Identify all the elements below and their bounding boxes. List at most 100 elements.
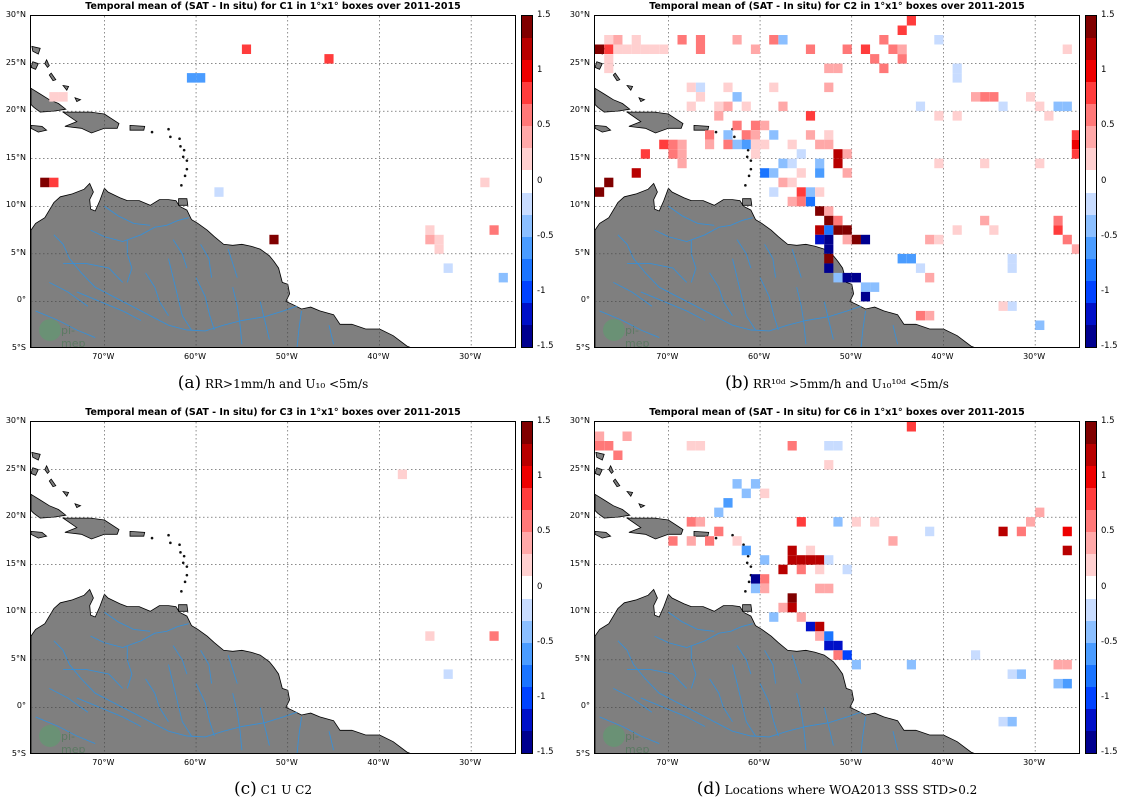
heatmap-cell: [641, 149, 650, 159]
panel-d: Temporal mean of (SAT - In situ) for C6 …: [564, 406, 1127, 812]
lon-tick-label: 30°W: [450, 758, 490, 767]
land-polygon: [63, 86, 69, 91]
logo-text: pi-mep: [61, 730, 95, 754]
heatmap-cell: [604, 64, 613, 74]
heatmap-cell: [824, 216, 833, 226]
colorbar-swatch: [522, 170, 532, 192]
heatmap-cell: [824, 555, 833, 565]
heatmap-cell: [925, 235, 934, 245]
colorbar-tick-label: 0: [1101, 176, 1106, 186]
panel-c: Temporal mean of (SAT - In situ) for C3 …: [0, 406, 563, 812]
colorbar-swatch: [522, 193, 532, 215]
heatmap-cell: [769, 187, 778, 197]
colorbar-swatch: [1086, 259, 1096, 281]
heatmap-cell: [833, 149, 842, 159]
land-polygon: [595, 62, 602, 70]
colorbar-swatch: [522, 510, 532, 532]
island-dot: [733, 136, 736, 139]
heatmap-cell: [824, 263, 833, 273]
colorbar-swatch: [522, 325, 532, 347]
island-dot: [748, 581, 751, 584]
heatmap-cell: [980, 159, 989, 169]
map-svg: [31, 16, 516, 348]
heatmap-cell: [788, 441, 797, 451]
heatmap-cell: [760, 168, 769, 178]
logo-globe-icon: [603, 725, 625, 747]
lon-tick-label: 50°W: [831, 758, 871, 767]
heatmap-cell: [824, 254, 833, 264]
heatmap-cell: [843, 45, 852, 55]
heatmap-cell: [1054, 679, 1063, 689]
island-dot: [183, 149, 186, 152]
colorbar-tick-label: 0.5: [537, 120, 551, 130]
lon-tick-label: 70°W: [83, 758, 123, 767]
heatmap-cell: [907, 254, 916, 264]
colorbar-swatch: [522, 731, 532, 753]
colorbar-tick-label: 1: [537, 65, 542, 75]
colorbar-swatch: [1086, 60, 1096, 82]
land-polygon: [179, 605, 188, 612]
heatmap-cell: [324, 54, 333, 64]
pimep-logo: pi-mep: [39, 319, 95, 341]
colorbar-tick-label: 1: [537, 471, 542, 481]
colorbar-swatch: [522, 532, 532, 554]
lat-tick-label: 5°N: [2, 654, 26, 663]
island-dot: [180, 590, 183, 593]
colorbar-swatch: [1086, 466, 1096, 488]
heatmap-cell: [613, 451, 622, 461]
land-polygon: [63, 112, 119, 133]
heatmap-cell: [797, 197, 806, 207]
panel-caption: (d) Locations where WOA2013 SSS STD>0.2: [594, 779, 1080, 799]
lon-tick-label: 30°W: [1014, 352, 1054, 361]
heatmap-cell: [778, 102, 787, 112]
heatmap-cell: [196, 73, 205, 83]
heatmap-cell: [778, 603, 787, 613]
heatmap-cell: [687, 536, 696, 546]
heatmap-cell: [843, 273, 852, 283]
colorbar-swatch: [1086, 82, 1096, 104]
island-dot: [715, 131, 718, 134]
heatmap-cell: [788, 603, 797, 613]
heatmap-cell: [425, 631, 434, 641]
colorbar: [521, 15, 533, 348]
caption-letter: (d): [697, 779, 721, 799]
heatmap-cell: [733, 92, 742, 102]
island-dot: [750, 168, 753, 171]
island-dot: [186, 565, 189, 568]
heatmap-cell: [214, 187, 223, 197]
lon-tick-label: 30°W: [1014, 758, 1054, 767]
colorbar-swatch: [522, 16, 532, 38]
heatmap-cell: [595, 45, 604, 55]
lon-tick-label: 50°W: [267, 758, 307, 767]
heatmap-cell: [1026, 517, 1035, 527]
lat-tick-label: 25°N: [566, 58, 590, 67]
land-polygon: [639, 98, 645, 102]
land-polygon: [613, 73, 620, 81]
heatmap-cell: [797, 612, 806, 622]
heatmap-cell: [815, 555, 824, 565]
lat-tick-label: 5°S: [2, 749, 26, 758]
island-dot: [746, 156, 749, 159]
land-polygon: [130, 531, 145, 536]
island-dot: [179, 551, 182, 554]
lat-tick-label: 15°N: [2, 153, 26, 162]
chart-title: Temporal mean of (SAT - In situ) for C2 …: [594, 1, 1080, 12]
heatmap-cell: [879, 35, 888, 45]
heatmap-cell: [824, 244, 833, 254]
heatmap-cell: [696, 45, 705, 55]
colorbar-tick-label: -1.5: [537, 341, 554, 351]
heatmap-cell: [999, 301, 1008, 311]
lon-tick-label: 40°W: [922, 352, 962, 361]
heatmap-cell: [678, 159, 687, 169]
heatmap-cell: [815, 187, 824, 197]
lat-tick-label: 25°N: [2, 58, 26, 67]
heatmap-cell: [806, 555, 815, 565]
island-dot: [178, 543, 181, 546]
colorbar-swatch: [1086, 731, 1096, 753]
heatmap-cell: [934, 111, 943, 121]
heatmap-cell: [678, 140, 687, 150]
island-dot: [182, 562, 185, 565]
lat-tick-label: 5°S: [566, 749, 590, 758]
colorbar-swatch: [522, 303, 532, 325]
caption-text: RR>1mm/h and U₁₀ <5m/s: [205, 377, 368, 391]
